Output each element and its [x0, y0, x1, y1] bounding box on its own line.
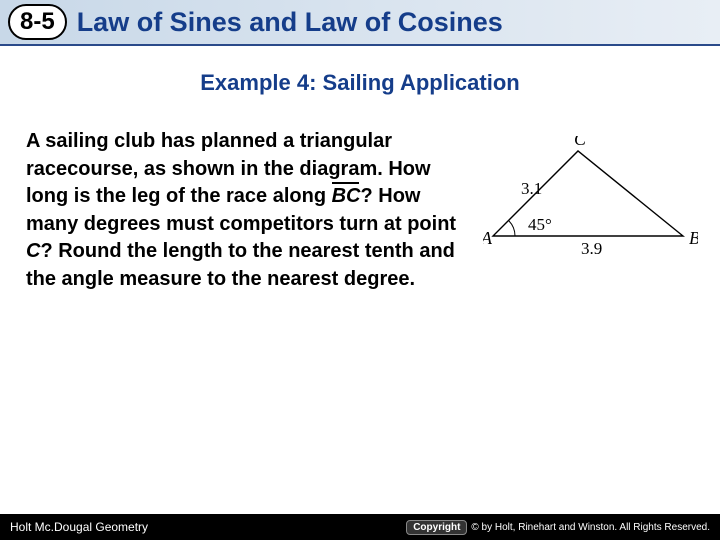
svg-text:B: B: [689, 228, 698, 248]
segment-bc: BC: [332, 183, 361, 211]
svg-text:3.1: 3.1: [521, 179, 542, 198]
svg-text:C: C: [574, 136, 587, 149]
example-title: Example 4: Sailing Application: [0, 70, 720, 96]
copyright-badge: Copyright: [406, 520, 467, 535]
svg-text:45°: 45°: [528, 215, 552, 234]
triangle-diagram: ABC3.13.945°: [471, 128, 691, 294]
section-number-badge: 8-5: [8, 4, 67, 40]
problem-text-part3: ? Round the length to the nearest tenth …: [26, 240, 455, 290]
svg-text:3.9: 3.9: [581, 239, 602, 258]
point-c: C: [26, 240, 40, 262]
content-row: A sailing club has planned a triangular …: [0, 128, 720, 294]
svg-text:A: A: [483, 228, 493, 248]
footer-left-text: Holt Mc.Dougal Geometry: [10, 520, 148, 534]
problem-text: A sailing club has planned a triangular …: [26, 128, 471, 294]
header-title: Law of Sines and Law of Cosines: [77, 7, 503, 38]
footer-rights-text: © by Holt, Rinehart and Winston. All Rig…: [471, 522, 710, 533]
footer-right: Copyright © by Holt, Rinehart and Winsto…: [406, 520, 710, 535]
header-bar: 8-5 Law of Sines and Law of Cosines: [0, 0, 720, 46]
footer-bar: Holt Mc.Dougal Geometry Copyright © by H…: [0, 514, 720, 540]
